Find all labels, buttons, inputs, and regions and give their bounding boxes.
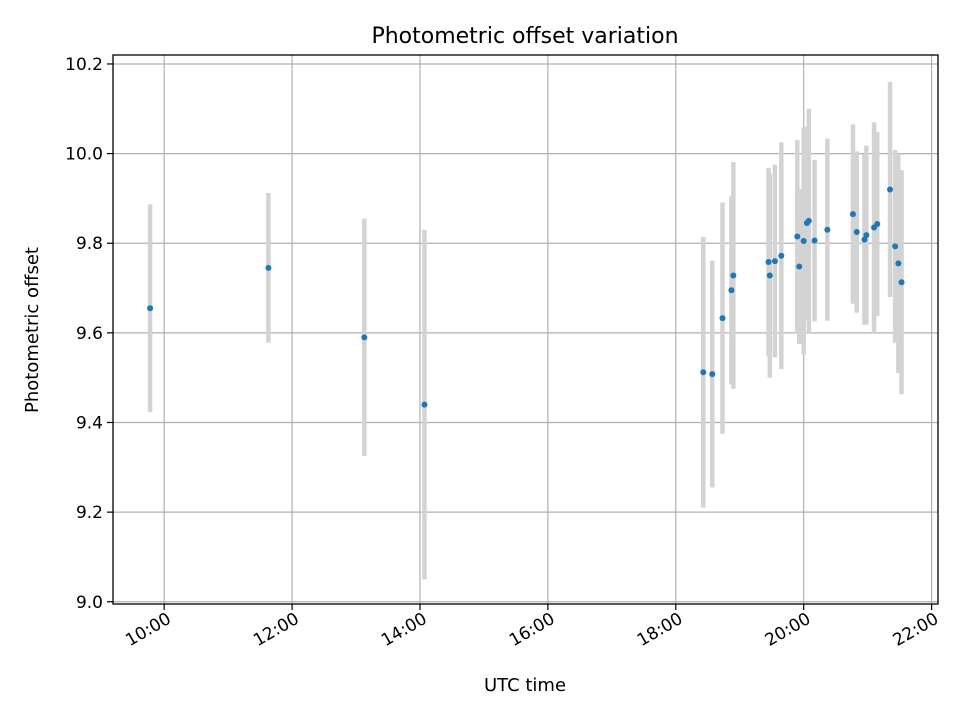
data-point	[811, 237, 818, 244]
data-point	[849, 211, 856, 218]
data-point	[421, 401, 428, 408]
data-point	[719, 315, 726, 322]
data-point	[874, 220, 881, 227]
y-tick-label: 10.2	[65, 55, 103, 75]
y-tick-label: 9.2	[76, 503, 103, 523]
plot-frame	[112, 54, 939, 605]
chart-title: Photometric offset variation	[371, 24, 678, 49]
data-point	[147, 305, 154, 312]
data-point	[898, 279, 905, 286]
data-point	[766, 272, 773, 279]
y-tick-label: 9.8	[76, 234, 103, 254]
data-point	[730, 272, 737, 279]
data-point	[800, 237, 807, 244]
y-tick-label: 9.4	[76, 413, 103, 433]
data-point	[361, 334, 368, 341]
data-point	[863, 232, 870, 239]
data-point	[794, 233, 801, 240]
y-tick-label: 10.0	[65, 145, 103, 165]
data-point	[765, 259, 772, 266]
y-axis-label: Photometric offset	[22, 247, 43, 413]
data-point	[700, 369, 707, 376]
data-point	[824, 226, 831, 233]
data-point	[895, 260, 902, 267]
y-axis-ticks: 9.0 9.2 9.4 9.6 9.8 10.0 10.2	[65, 55, 113, 613]
data-point	[805, 217, 812, 224]
data-point	[892, 243, 899, 250]
data-point	[709, 371, 716, 378]
data-point	[771, 258, 778, 265]
data-points	[147, 186, 905, 408]
data-point	[778, 252, 785, 259]
data-point	[861, 236, 868, 243]
data-point	[728, 287, 735, 294]
x-axis-label: UTC time	[484, 675, 566, 696]
y-tick-label: 9.0	[76, 593, 103, 613]
data-point	[853, 229, 860, 236]
y-tick-label: 9.6	[76, 324, 103, 344]
data-point	[887, 186, 894, 193]
data-point	[796, 263, 803, 270]
data-point	[265, 264, 272, 271]
plot-area	[113, 55, 938, 604]
